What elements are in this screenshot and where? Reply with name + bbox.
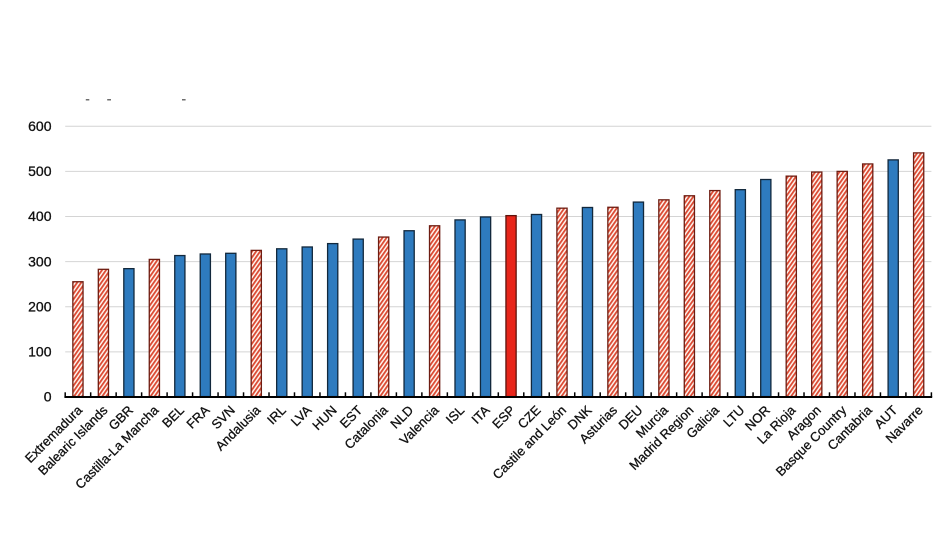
- svg-text:400: 400: [28, 208, 52, 224]
- svg-text:600: 600: [28, 118, 52, 134]
- svg-text:500: 500: [28, 163, 52, 179]
- svg-text:0: 0: [44, 389, 52, 405]
- svg-text:300: 300: [28, 253, 52, 269]
- svg-text:100: 100: [28, 344, 52, 360]
- svg-text:200: 200: [28, 298, 52, 314]
